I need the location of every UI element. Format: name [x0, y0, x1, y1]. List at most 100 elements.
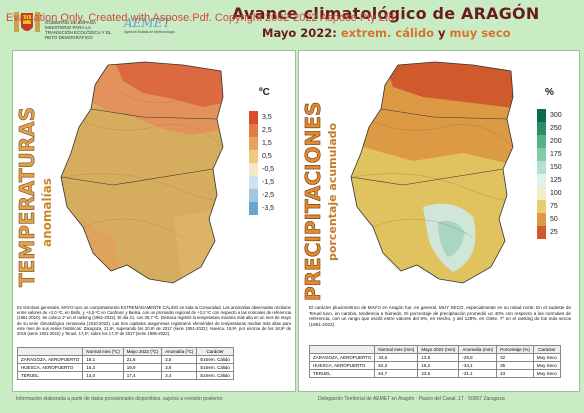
spain-coat-of-arms-logo — [12, 8, 42, 40]
precipitation-table-row: TERUEL 54,7 23,6 -31,1 43 Muy Seco — [308, 369, 561, 378]
temperature-legend-label: -3,5 — [262, 205, 275, 212]
government-logo-text: GOBIERNO DE ESPAÑA MINISTERIO PARA LA TR… — [45, 20, 112, 40]
temperature-legend-item: -0,5 — [249, 163, 274, 176]
temperature-legend-label: 3,5 — [262, 114, 272, 121]
temperature-table-cell: 3,4 — [161, 371, 198, 380]
precipitation-legend-item: 125 — [537, 174, 562, 187]
precipitation-table-cell: HUESCA, AEROPUERTO — [308, 361, 376, 370]
precipitation-legend-swatch — [537, 148, 546, 161]
precipitation-legend-item: 150 — [537, 161, 562, 174]
temperature-legend-swatch — [249, 137, 258, 150]
aemet-logo: AEMET — [124, 16, 171, 30]
temperature-table-header-cell: Normal mes (ºC) — [82, 347, 124, 356]
temperature-table-cell: 19,9 — [122, 363, 163, 372]
temperature-legend-label: 0,5 — [262, 153, 272, 160]
temperature-legend-swatch — [249, 189, 258, 202]
watermark-text: Evaluation Only. Created with Aspose.Pdf… — [6, 12, 398, 24]
precipitation-table-header-row: Normal mes (mm) Mayo 2022 (mm) Anomalía (m… — [308, 345, 561, 354]
temperature-table-header-cell: Anomalía (ºC) — [161, 347, 198, 356]
precipitation-table-header-cell: Normal mes (mm) — [374, 345, 419, 354]
precipitation-table-cell: 13,8 — [417, 353, 460, 362]
precipitation-table-cell: 23,6 — [417, 369, 460, 378]
temperature-table-cell: Extrem. Cálido — [196, 355, 234, 364]
precipitation-table-cell: Muy Seco — [532, 353, 561, 362]
precipitation-table-header-cell: Mayo 2022 (mm) — [417, 345, 460, 354]
subtitle-dry: muy seco — [449, 26, 511, 40]
precipitation-table-cell: -34,1 — [458, 361, 498, 370]
temperature-table-cell: 18,1 — [82, 355, 124, 364]
precipitation-percentage-map — [343, 57, 523, 287]
precipitation-legend-title: % — [545, 87, 554, 98]
temperature-legend-label: -1,5 — [262, 179, 275, 186]
temperature-legend-label: 1,5 — [262, 140, 272, 147]
precipitation-legend-swatch — [537, 213, 546, 226]
precipitation-legend-label: 200 — [550, 138, 562, 145]
subtitle-prefix: Mayo 2022: — [262, 26, 337, 40]
precipitation-legend-swatch — [537, 187, 546, 200]
precipitation-table-cell: ZARAGOZA, AEROPUERTO — [308, 353, 376, 362]
temperature-legend-item: 3,5 — [249, 111, 274, 124]
temperature-legend-item: -3,5 — [249, 202, 274, 215]
footer-right-text: Delegación Territorial de AEMET en Aragó… — [318, 396, 505, 402]
temperature-panel: TEMPERATURAS anomalías — [12, 50, 296, 392]
precipitation-legend-swatch — [537, 109, 546, 122]
temperature-legend-swatch — [249, 124, 258, 137]
precipitation-legend-label: 300 — [550, 112, 562, 119]
precipitation-legend-label: 50 — [550, 216, 558, 223]
precipitation-table-row: HUESCA, AEROPUERTO 52,3 18,2 -34,1 35 Muy Sec… — [308, 361, 561, 370]
temperature-table-cell: HUESCA, AEROPUERTO — [16, 363, 84, 372]
precipitation-legend-item: 75 — [537, 200, 562, 213]
temperature-table-cell: 16,3 — [82, 363, 124, 372]
precipitation-legend-swatch — [537, 135, 546, 148]
temperature-legend-swatch — [249, 111, 258, 124]
precipitation-description: El carácter pluviométrico de MAYO en Ara… — [309, 305, 571, 327]
subtitle-and: y — [438, 26, 446, 40]
precipitation-table-cell: 32 — [496, 353, 534, 362]
temperature-table-header-row: Normal mes (ºC) Mayo 2022 (ºC) Anomalía (º… — [16, 347, 234, 356]
temperature-table-cell: Extrem. Cálido — [196, 371, 234, 380]
precipitation-table-cell: Muy Seco — [532, 361, 561, 370]
temperature-table-row: ZARAGOZA, AEROPUERTO 18,1 21,6 3,5 Extrem. C… — [16, 355, 234, 364]
temperature-legend-swatch — [249, 150, 258, 163]
precipitation-vertical-subtitle: porcentaje acumulado — [326, 122, 339, 261]
temperature-table-cell: 14,0 — [82, 371, 124, 380]
precipitation-table-cell: TERUEL — [308, 369, 376, 378]
temperature-table-header-cell: Carácter — [196, 347, 234, 356]
temperature-legend-item: 2,5 — [249, 124, 274, 137]
temperature-table-cell: 3,5 — [161, 355, 198, 364]
precipitation-legend-item: 100 — [537, 187, 562, 200]
precipitation-table-cell: 52,3 — [374, 361, 419, 370]
temperature-legend-title: ºC — [259, 87, 270, 98]
temperature-vertical-subtitle: anomalías — [40, 178, 54, 247]
temperature-legend-swatch — [249, 163, 258, 176]
precipitation-legend: 300 250 200 175 150 125 100 75 50 25 — [537, 109, 562, 239]
temperature-table-cell: 21,6 — [122, 355, 163, 364]
precipitation-legend-label: 125 — [550, 177, 562, 184]
page-subtitle: Mayo 2022: extrem. cálido y muy seco — [262, 26, 511, 40]
page-title: Avance climatológico de ARAGÓN — [232, 4, 540, 23]
precipitation-legend-item: 50 — [537, 213, 562, 226]
temperature-table-cell: Extrem. Cálido — [196, 363, 234, 372]
temperature-table-row: HUESCA, AEROPUERTO 16,3 19,9 3,6 Extrem. Cál… — [16, 363, 234, 372]
temperature-anomaly-map — [53, 57, 233, 287]
footer-left-text: Información elaborada a partir de datos … — [16, 396, 224, 402]
precipitation-table-cell: 18,2 — [417, 361, 460, 370]
precipitation-legend-item: 25 — [537, 226, 562, 239]
temperature-table: Normal mes (ºC) Mayo 2022 (ºC) Anomalía (º… — [16, 347, 234, 380]
precipitation-legend-label: 25 — [550, 229, 558, 236]
temperature-table-cell: TERUEL — [16, 371, 84, 380]
temperature-legend-label: -0,5 — [262, 166, 275, 173]
precipitation-legend-swatch — [537, 200, 546, 213]
precipitation-legend-label: 175 — [550, 151, 562, 158]
precipitation-vertical-title: PRECIPITACIONES — [301, 101, 326, 301]
precipitation-table-cell: 54,7 — [374, 369, 419, 378]
precipitation-legend-swatch — [537, 161, 546, 174]
precipitation-legend-swatch — [537, 174, 546, 187]
subtitle-hot: extrem. cálido — [340, 26, 435, 40]
temperature-legend-label: 2,5 — [262, 127, 272, 134]
precipitation-table: Normal mes (mm) Mayo 2022 (mm) Anomalía (m… — [308, 345, 561, 378]
temperature-vertical-title: TEMPERATURAS — [15, 106, 40, 288]
precipitation-legend-item: 250 — [537, 122, 562, 135]
temperature-legend-swatch — [249, 202, 258, 215]
temperature-table-header-cell: Mayo 2022 (ºC) — [122, 347, 163, 356]
